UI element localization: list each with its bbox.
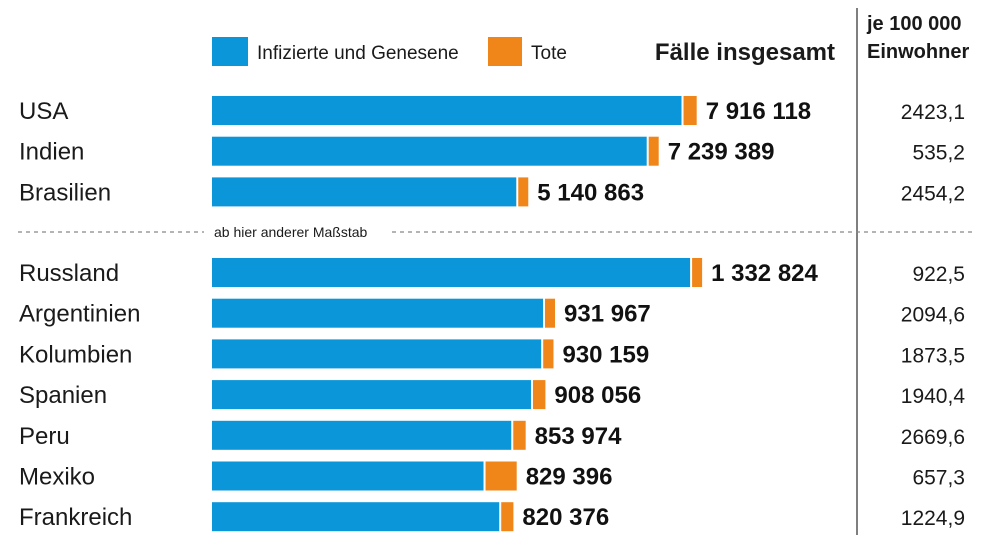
bar-infected-recovered (212, 136, 647, 166)
per-100k-label: 657,3 (912, 467, 965, 490)
bar-infected-recovered (212, 177, 517, 207)
bar-infected-recovered (212, 339, 542, 369)
country-label: Russland (19, 260, 119, 287)
country-label: Brasilien (19, 179, 111, 206)
bar-deaths (683, 96, 697, 125)
per-100k-label: 535,2 (912, 142, 965, 165)
per-100k-label: 2094,6 (901, 304, 965, 327)
total-label: 7 239 389 (668, 139, 775, 166)
country-label: Kolumbien (19, 341, 132, 368)
total-label: 853 974 (535, 423, 622, 450)
country-label: Mexiko (19, 464, 95, 491)
legend-swatch-infected (212, 37, 248, 66)
country-label: Argentinien (19, 301, 140, 328)
country-label: Peru (19, 423, 70, 450)
total-label: 908 056 (554, 382, 641, 409)
bar-rows: USA 7 916 118 2423,1 Indien 7 239 389 535,2 Br… (19, 96, 966, 532)
per-100k-label: 1940,4 (901, 385, 966, 408)
total-label: 7 916 118 (706, 98, 811, 125)
total-label: 829 396 (526, 464, 613, 491)
bar-deaths (543, 339, 554, 369)
per-100k-label: 1224,9 (901, 507, 965, 530)
bar-infected-recovered (212, 96, 682, 125)
legend-label-deaths: Tote (531, 43, 567, 64)
per-100k-label: 2423,1 (901, 101, 965, 124)
total-label: 820 376 (522, 504, 609, 531)
country-label: Frankreich (19, 504, 132, 531)
per-100k-label: 1873,5 (901, 344, 965, 367)
country-label: Indien (19, 139, 84, 166)
header-per-line2: Einwohner (867, 41, 969, 63)
bar-infected-recovered (212, 258, 691, 287)
bar-infected-recovered (212, 380, 531, 410)
bar-deaths (545, 298, 556, 328)
bar-infected-recovered (212, 420, 512, 450)
total-label: 5 140 863 (537, 179, 644, 206)
scale-note: ab hier anderer Maßstab (214, 224, 368, 240)
bar-deaths (648, 136, 659, 166)
bar-deaths (518, 177, 529, 207)
total-label: 1 332 824 (711, 260, 818, 287)
legend-swatch-deaths (488, 37, 522, 66)
bar-deaths (485, 461, 517, 491)
country-label: Spanien (19, 382, 107, 409)
per-100k-label: 2454,2 (901, 182, 965, 205)
header-total: Fälle insgesamt (655, 39, 835, 66)
bar-deaths (692, 258, 703, 287)
bar-infected-recovered (212, 502, 500, 532)
bar-deaths (513, 420, 526, 450)
total-label: 930 159 (562, 341, 649, 368)
per-100k-label: 922,5 (912, 263, 965, 286)
per-100k-label: 2669,6 (901, 426, 965, 449)
bar-infected-recovered (212, 461, 484, 491)
bar-deaths (501, 502, 514, 532)
country-label: USA (19, 98, 68, 125)
bar-infected-recovered (212, 298, 544, 328)
total-label: 931 967 (564, 301, 651, 328)
header-per-line1: je 100 000 (866, 13, 962, 35)
legend-label-infected: Infizierte und Genesene (257, 43, 459, 64)
bar-deaths (532, 380, 546, 410)
